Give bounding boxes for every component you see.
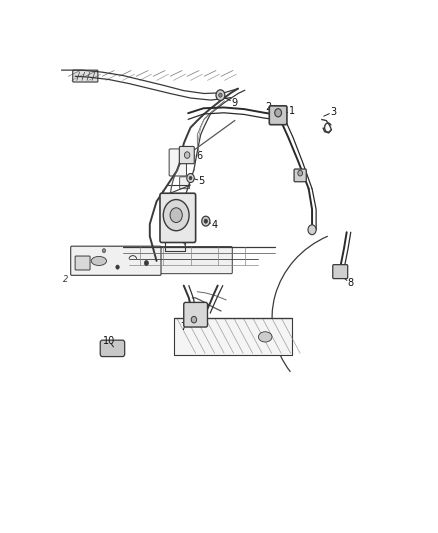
FancyBboxPatch shape	[269, 106, 287, 125]
Text: 4: 4	[211, 220, 217, 230]
FancyBboxPatch shape	[75, 256, 90, 270]
FancyBboxPatch shape	[160, 193, 196, 243]
Circle shape	[184, 152, 190, 158]
FancyBboxPatch shape	[179, 147, 194, 164]
Text: 5: 5	[198, 176, 205, 186]
Text: 7: 7	[180, 321, 186, 332]
FancyBboxPatch shape	[294, 169, 306, 182]
FancyBboxPatch shape	[100, 340, 125, 357]
Ellipse shape	[91, 256, 106, 265]
Text: 6: 6	[196, 151, 202, 161]
Text: 10: 10	[103, 336, 115, 346]
Circle shape	[145, 261, 148, 265]
FancyBboxPatch shape	[184, 302, 208, 327]
Circle shape	[308, 225, 316, 235]
Circle shape	[275, 109, 282, 117]
Circle shape	[216, 90, 225, 101]
Circle shape	[204, 219, 208, 223]
Text: 2: 2	[63, 276, 69, 284]
FancyBboxPatch shape	[333, 265, 348, 279]
Circle shape	[298, 170, 303, 176]
Circle shape	[202, 216, 210, 226]
Circle shape	[189, 176, 192, 180]
Text: 2: 2	[265, 102, 272, 112]
Circle shape	[187, 174, 194, 183]
Text: 9: 9	[231, 98, 237, 108]
FancyBboxPatch shape	[71, 246, 161, 276]
Ellipse shape	[138, 256, 152, 264]
Circle shape	[163, 199, 189, 231]
FancyBboxPatch shape	[108, 247, 232, 273]
Circle shape	[219, 93, 222, 97]
Text: 1: 1	[289, 106, 295, 116]
Text: 3: 3	[330, 107, 336, 117]
Ellipse shape	[258, 332, 272, 342]
FancyBboxPatch shape	[73, 70, 98, 82]
Text: 8: 8	[347, 278, 353, 288]
FancyBboxPatch shape	[169, 149, 187, 176]
Circle shape	[116, 265, 119, 269]
FancyBboxPatch shape	[173, 318, 293, 356]
FancyBboxPatch shape	[180, 177, 190, 189]
Circle shape	[170, 208, 182, 223]
Circle shape	[191, 317, 197, 323]
Circle shape	[102, 248, 106, 253]
